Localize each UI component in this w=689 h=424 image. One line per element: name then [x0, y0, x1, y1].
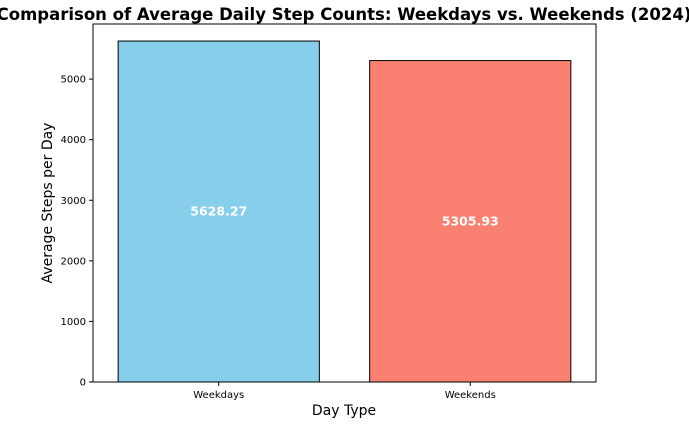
y-tick-label-2000: 2000: [61, 256, 86, 267]
x-tick-label-weekends: Weekends: [445, 390, 496, 401]
bar-labels-group: 5628.27 5305.93: [190, 204, 498, 229]
y-tick-label-0: 0: [80, 378, 86, 389]
bar-value-label-weekdays: 5628.27: [190, 204, 247, 219]
bar-weekdays: [117, 40, 320, 383]
x-axis: Weekdays Weekends: [193, 382, 496, 401]
y-axis-label: Average Steps per Day: [40, 123, 56, 284]
y-tick-label-5000: 5000: [61, 75, 86, 86]
y-tick-label-4000: 4000: [61, 135, 86, 146]
plot-area: 5628.27 5305.93: [92, 23, 597, 383]
y-tick-label-3000: 3000: [61, 196, 86, 207]
y-axis: 0 1000 2000 3000 4000 5000: [61, 75, 93, 389]
bar-weekends: [369, 60, 572, 383]
x-axis-label: Day Type: [312, 403, 376, 419]
plot-frame: [92, 23, 597, 383]
bar-value-label-weekends: 5305.93: [442, 213, 499, 228]
y-tick-label-1000: 1000: [61, 317, 86, 328]
chart-title: Comparison of Average Daily Step Counts:…: [0, 5, 689, 24]
bars-group: [117, 40, 572, 383]
x-tick-label-weekdays: Weekdays: [193, 390, 244, 401]
